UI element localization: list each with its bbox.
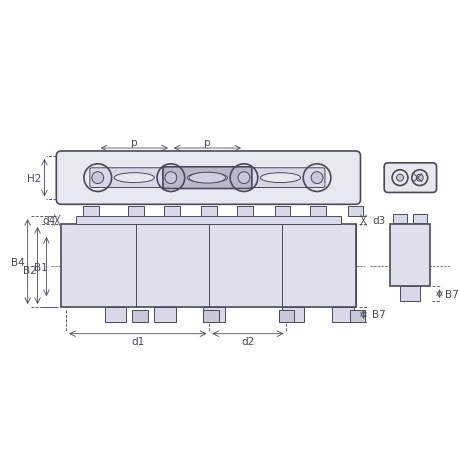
Text: p: p: [131, 138, 137, 148]
Bar: [83, 207, 99, 217]
Circle shape: [165, 172, 176, 184]
FancyBboxPatch shape: [383, 163, 436, 193]
Bar: [274, 207, 290, 217]
Ellipse shape: [260, 174, 300, 183]
Bar: [282, 308, 303, 322]
Ellipse shape: [114, 174, 154, 183]
Bar: [132, 310, 148, 322]
Text: B4: B4: [11, 257, 25, 267]
Bar: [201, 207, 217, 217]
Text: B1: B1: [34, 262, 47, 272]
Bar: [399, 287, 419, 302]
Bar: [203, 308, 225, 322]
Bar: [389, 224, 429, 287]
Circle shape: [92, 172, 103, 184]
Bar: [76, 217, 340, 224]
FancyBboxPatch shape: [162, 168, 252, 188]
Circle shape: [396, 175, 403, 182]
FancyBboxPatch shape: [56, 151, 360, 205]
Bar: [163, 207, 179, 217]
Bar: [61, 224, 355, 308]
FancyBboxPatch shape: [90, 168, 179, 188]
Bar: [203, 310, 219, 322]
FancyBboxPatch shape: [162, 168, 252, 189]
Bar: [278, 310, 294, 322]
Text: d4: d4: [43, 216, 56, 226]
Text: B2: B2: [22, 266, 36, 276]
Text: d1: d1: [131, 336, 144, 346]
Text: H2: H2: [28, 173, 42, 183]
Bar: [412, 215, 426, 224]
Bar: [349, 310, 364, 322]
Bar: [392, 215, 406, 224]
FancyBboxPatch shape: [235, 168, 324, 188]
Text: d2: d2: [241, 336, 254, 346]
Bar: [154, 308, 175, 322]
Text: B7: B7: [444, 289, 458, 299]
Bar: [347, 207, 363, 217]
Bar: [236, 207, 252, 217]
Ellipse shape: [189, 173, 225, 184]
Bar: [105, 308, 126, 322]
Ellipse shape: [187, 174, 227, 183]
Circle shape: [237, 172, 249, 184]
Text: p: p: [204, 138, 210, 148]
Text: d3: d3: [371, 216, 385, 226]
Circle shape: [310, 172, 322, 184]
Bar: [309, 207, 325, 217]
Circle shape: [415, 175, 422, 182]
Bar: [128, 207, 144, 217]
Text: B7: B7: [371, 310, 385, 320]
Bar: [331, 308, 353, 322]
